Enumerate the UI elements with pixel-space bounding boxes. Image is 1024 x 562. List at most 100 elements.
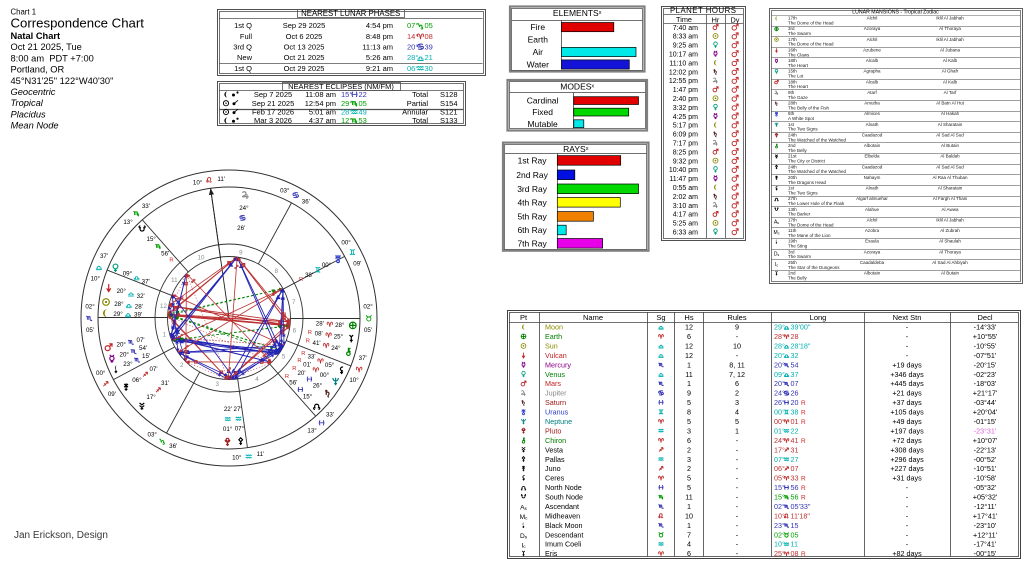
svg-text:R: R <box>801 410 806 417</box>
svg-text:3: 3 <box>215 381 219 388</box>
svg-text:7:40 am: 7:40 am <box>673 25 698 32</box>
svg-text:23°: 23° <box>123 361 133 368</box>
svg-text:A White Spot: A White Spot <box>788 116 815 121</box>
svg-text:Chart 1: Chart 1 <box>11 8 37 17</box>
svg-text:LUNAR MANSIONS - Tropical Zo: LUNAR MANSIONS - Tropical Zodiac <box>852 10 939 16</box>
svg-text:+12°11': +12°11' <box>973 530 998 539</box>
svg-text:05: 05 <box>425 21 433 30</box>
svg-text:8:25 pm: 8:25 pm <box>673 149 698 156</box>
svg-text:R: R <box>801 419 806 426</box>
svg-text:Mc: Mc <box>520 514 529 521</box>
svg-text:Oct 21 2025: Oct 21 2025 <box>284 53 325 62</box>
svg-text:The Dome of the Head: The Dome of the Head <box>788 42 834 47</box>
svg-text:Alcalb: Alcalb <box>866 58 879 63</box>
svg-text:Elbelda: Elbelda <box>864 154 880 159</box>
svg-text:28°: 28° <box>114 301 124 308</box>
svg-text:Al Sad Al Sud: Al Sad Al Sud <box>936 164 964 169</box>
svg-text:22: 22 <box>359 90 367 99</box>
svg-text:28'18": 28'18" <box>791 342 811 351</box>
svg-text:9: 9 <box>239 250 243 257</box>
svg-text:2nd: 2nd <box>788 271 796 276</box>
svg-text:Oct 29 2025: Oct 29 2025 <box>284 64 325 73</box>
svg-text:20°: 20° <box>774 379 785 388</box>
svg-text:Ic: Ic <box>521 542 526 549</box>
svg-text:R: R <box>297 358 301 364</box>
svg-text:Al Baldah: Al Baldah <box>940 154 960 159</box>
svg-text:Decl: Decl <box>977 313 992 322</box>
svg-text:07': 07' <box>137 337 145 344</box>
svg-text:07: 07 <box>791 379 799 388</box>
svg-text:5th: 5th <box>788 111 795 116</box>
svg-text:Eris: Eris <box>545 549 558 558</box>
svg-text:The Gaze: The Gaze <box>788 95 808 100</box>
svg-text:5:17 pm: 5:17 pm <box>673 123 698 130</box>
svg-text:Air: Air <box>533 47 544 57</box>
svg-text:Vesta: Vesta <box>545 445 563 454</box>
svg-text:Azoraya: Azoraya <box>864 249 881 254</box>
svg-text:Al Awwa: Al Awwa <box>942 207 959 212</box>
svg-text:5: 5 <box>282 354 286 361</box>
svg-text:7th Ray: 7th Ray <box>517 238 547 248</box>
svg-text:26: 26 <box>791 389 799 398</box>
svg-text:05: 05 <box>359 99 367 108</box>
svg-text:-10°51': -10°51' <box>974 464 997 473</box>
svg-text:Algarf almuehar: Algarf almuehar <box>856 196 888 201</box>
svg-text:Uranus: Uranus <box>545 408 569 417</box>
svg-text:Feb 17 2026: Feb 17 2026 <box>252 108 294 117</box>
svg-text:Alchil: Alchil <box>867 218 878 223</box>
svg-text:15': 15' <box>142 353 150 360</box>
svg-text:05°: 05° <box>325 362 335 369</box>
svg-text:24°: 24° <box>239 205 249 212</box>
svg-text:North Node: North Node <box>545 483 582 492</box>
svg-text:1st: 1st <box>788 122 795 127</box>
svg-text:15°: 15° <box>774 483 785 492</box>
svg-text:R: R <box>306 338 310 344</box>
svg-text:37': 37' <box>100 253 108 260</box>
svg-text:As: As <box>774 220 779 226</box>
svg-text:01': 01' <box>303 362 311 369</box>
svg-text:Pallas: Pallas <box>545 455 565 464</box>
svg-text:20°: 20° <box>774 351 785 360</box>
svg-text:Mercury: Mercury <box>545 360 571 369</box>
svg-text:3rd Q: 3rd Q <box>233 42 252 51</box>
svg-text:The Belly: The Belly <box>788 275 808 280</box>
svg-text:20°: 20° <box>774 360 785 369</box>
svg-text:The Two Signs: The Two Signs <box>788 127 818 132</box>
svg-text:45°N31'25" 122°W40'30": 45°N31'25" 122°W40'30" <box>11 76 114 86</box>
svg-text:-01°15': -01°15' <box>974 417 997 426</box>
svg-text:Rules: Rules <box>727 313 746 322</box>
svg-text:28th: 28th <box>788 101 797 106</box>
svg-text:RAYSx: RAYSx <box>563 144 589 154</box>
svg-text:-: - <box>906 502 909 511</box>
svg-text:41': 41' <box>313 340 321 347</box>
svg-text:Fire: Fire <box>530 22 545 32</box>
svg-text:13°: 13° <box>123 219 133 226</box>
svg-text:Portland, OR: Portland, OR <box>11 65 65 75</box>
svg-text:00°: 00° <box>96 370 106 377</box>
svg-text:21st: 21st <box>788 154 797 159</box>
svg-text:-: - <box>906 521 909 530</box>
svg-text:09°: 09° <box>123 270 133 277</box>
svg-text:03°: 03° <box>280 187 290 194</box>
svg-text:07': 07' <box>149 366 157 373</box>
svg-text:18th: 18th <box>788 58 797 63</box>
svg-text:Long: Long <box>810 313 827 322</box>
svg-text:09°: 09° <box>774 370 785 379</box>
svg-text:The Dome of the Head: The Dome of the Head <box>788 222 834 227</box>
svg-text:02°: 02° <box>85 303 95 310</box>
svg-text:Cardinal: Cardinal <box>527 96 559 106</box>
svg-text:R: R <box>801 476 806 483</box>
svg-text:Alnath: Alnath <box>866 186 879 191</box>
svg-text:11:47 pm: 11:47 pm <box>669 176 698 183</box>
svg-text:-: - <box>736 540 739 549</box>
svg-text:12: 12 <box>685 323 693 332</box>
svg-text:28°: 28° <box>407 53 418 62</box>
svg-text:07°: 07° <box>407 21 418 30</box>
svg-text:2: 2 <box>735 389 739 398</box>
svg-text:Jupiter: Jupiter <box>545 389 567 398</box>
svg-text:27: 27 <box>791 455 799 464</box>
svg-text:14°: 14° <box>407 32 418 41</box>
svg-text:-: - <box>736 455 739 464</box>
svg-text:Caadaldeba: Caadaldeba <box>860 260 885 265</box>
svg-text:3:32 pm: 3:32 pm <box>673 105 698 112</box>
